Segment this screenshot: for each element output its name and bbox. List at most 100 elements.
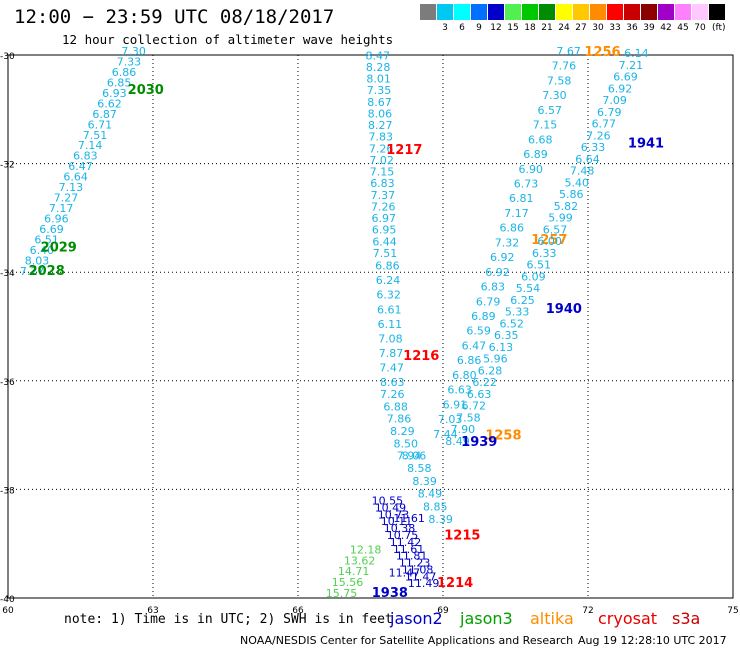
generated-timestamp: Aug 19 12:28:10 UTC 2017 xyxy=(578,634,727,647)
x-tick-label: 63 xyxy=(147,606,158,616)
legend-label-21: 21 xyxy=(541,23,553,33)
wave-height-value: 6.57 xyxy=(543,223,568,236)
wave-height-value: 8.06 xyxy=(402,450,427,463)
wave-height-value: 7.09 xyxy=(602,94,627,107)
wave-height-value: 8.50 xyxy=(394,437,419,450)
legend-label-70: 70 xyxy=(694,23,706,33)
legend-label-18: 18 xyxy=(524,23,536,33)
wave-height-value: 7.15 xyxy=(370,166,395,179)
wave-height-value: 7.26 xyxy=(371,200,396,213)
wave-height-value: 5.40 xyxy=(564,176,589,189)
wave-height-value: 6.13 xyxy=(489,341,514,354)
wave-height-value: 6.88 xyxy=(383,400,408,413)
legend-swatch-9 xyxy=(573,4,589,20)
x-tick-label: 72 xyxy=(582,606,593,616)
wave-height-value: 6.63 xyxy=(447,384,472,397)
wave-height-value: 7.33 xyxy=(117,55,142,68)
credit-line: NOAA/NESDIS Center for Satellite Applica… xyxy=(240,634,574,647)
wave-height-value: 6.14 xyxy=(624,47,649,60)
satellite-altika: altika xyxy=(530,609,574,628)
wave-height-value: 6.83 xyxy=(370,177,395,190)
legend-swatch-3 xyxy=(471,4,487,20)
legend-swatch-8 xyxy=(556,4,572,20)
wave-height-value: 6.68 xyxy=(528,133,553,146)
wave-height-value: 6.86 xyxy=(112,66,137,79)
wave-height-value: 6.69 xyxy=(613,71,638,84)
wave-height-value: 7.86 xyxy=(387,413,412,426)
wave-height-value: 8.58 xyxy=(407,462,432,475)
wave-height-value: 15.75 xyxy=(326,587,358,600)
pass-label: 1214 xyxy=(437,576,473,591)
wave-height-value: 7.76 xyxy=(552,60,577,73)
wave-height-value: 7.94 xyxy=(397,450,422,463)
legend-swatch-16 xyxy=(692,4,708,20)
wave-height-value: 7.14 xyxy=(78,139,103,152)
wave-height-value: 7.27 xyxy=(54,192,79,205)
wave-height-value: 7.27 xyxy=(20,265,45,278)
wave-height-value: 7.32 xyxy=(495,236,520,249)
wave-height-value: 7.15 xyxy=(533,119,558,132)
wave-height-value: 6.32 xyxy=(376,289,401,302)
wave-height-value: 6.92 xyxy=(490,251,515,264)
legend-swatch-6 xyxy=(522,4,538,20)
x-tick-label: 66 xyxy=(292,606,304,616)
pass-label: 1257 xyxy=(531,233,567,248)
wave-height-value: 6.44 xyxy=(372,235,397,248)
wave-height-value: 8.39 xyxy=(412,475,437,488)
wave-height-value: 6.22 xyxy=(472,376,497,389)
wave-height-value: 6.35 xyxy=(494,329,519,342)
wave-height-value: 8.67 xyxy=(367,96,392,109)
wave-height-value: 8.85 xyxy=(423,500,448,513)
wave-height-value: 6.69 xyxy=(39,223,64,236)
wave-height-value: 6.77 xyxy=(592,118,617,131)
wave-height-value: 8.27 xyxy=(368,119,393,132)
wave-height-value: 6.86 xyxy=(375,259,400,272)
wave-height-value: 6.95 xyxy=(372,224,397,237)
wave-height-value: 7.58 xyxy=(547,74,572,87)
wave-height-value: 6.51 xyxy=(34,233,59,246)
legend-label-6: 6 xyxy=(459,23,465,33)
wave-height-value: 11.81 xyxy=(396,550,428,563)
legend-label-12: 12 xyxy=(490,23,502,33)
wave-height-value: 6.93 xyxy=(102,87,127,100)
wave-height-value: 6.33 xyxy=(581,141,606,154)
wave-height-value: 6.61 xyxy=(377,303,402,316)
wave-height-value: 8.39 xyxy=(428,513,453,526)
wave-height-value: 5.96 xyxy=(483,353,508,366)
wave-height-value: 6.96 xyxy=(44,213,69,226)
legend-swatch-11 xyxy=(607,4,623,20)
wave-height-value: 8.03 xyxy=(25,254,50,267)
wave-height-value: 6.92 xyxy=(608,82,633,95)
wave-height-value: 6.97 xyxy=(371,212,396,225)
legend-label-30: 30 xyxy=(592,23,604,33)
wave-height-value: 6.80 xyxy=(452,369,477,382)
satellite-cryosat: cryosat xyxy=(598,609,658,628)
legend-label-24: 24 xyxy=(558,23,570,33)
wave-height-value: 8.29 xyxy=(390,425,415,438)
page-title: 12:00 − 23:59 UTC 08/18/2017 xyxy=(14,6,335,28)
legend-label-42: 42 xyxy=(660,23,672,33)
x-tick-label: 75 xyxy=(727,606,738,616)
wave-height-value: 5.33 xyxy=(505,306,530,319)
wave-height-value: 6.90 xyxy=(518,163,543,176)
wave-height-value: 8.06 xyxy=(368,107,393,120)
wave-height-value: 6.85 xyxy=(107,76,132,89)
wave-height-value: 6.47 xyxy=(68,160,93,173)
y-tick-label: -40 xyxy=(0,595,15,605)
wave-height-value: 7.48 xyxy=(570,165,595,178)
pass-label: 1941 xyxy=(628,136,664,151)
wave-height-value: 6.09 xyxy=(521,270,546,283)
footer-note: note: 1) Time is in UTC; 2) SWH is in fe… xyxy=(64,612,393,627)
wave-height-value: 10.75 xyxy=(387,529,419,542)
wave-height-value: 7.08 xyxy=(378,332,403,345)
legend-label-39: 39 xyxy=(643,23,655,33)
wave-height-value: 6.28 xyxy=(478,364,503,377)
wave-height-value: 8.63 xyxy=(380,376,405,389)
wave-height-value: 7.51 xyxy=(373,247,398,260)
legend-swatch-10 xyxy=(590,4,606,20)
wave-height-value: 6.57 xyxy=(537,104,562,117)
wave-height-value: 6.79 xyxy=(476,295,501,308)
wave-height-value: 6.25 xyxy=(510,294,535,307)
legend-swatch-12 xyxy=(624,4,640,20)
